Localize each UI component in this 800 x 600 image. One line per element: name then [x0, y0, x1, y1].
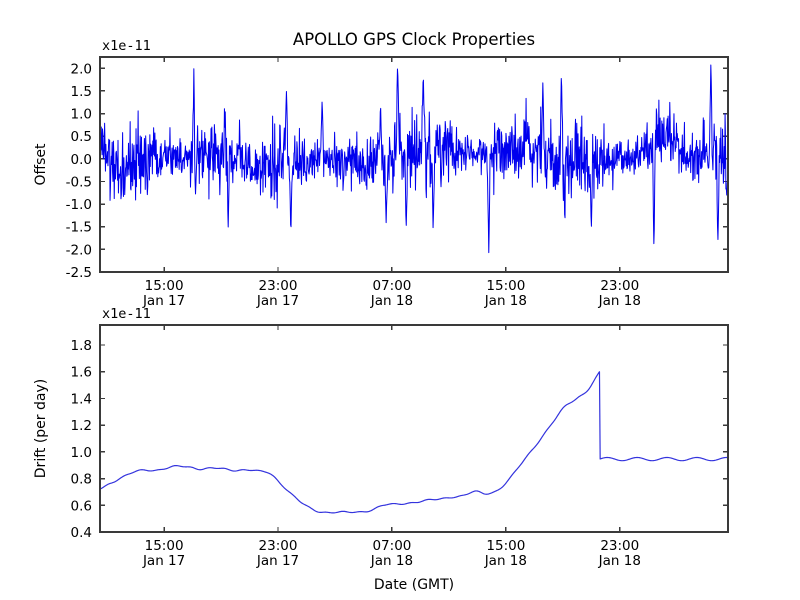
- y-tick-label: 1.5: [71, 84, 92, 100]
- y-tick-label: 0.5: [71, 129, 92, 145]
- y-tick-label: 1.0: [71, 107, 92, 123]
- x-tick-label: 07:00: [372, 278, 411, 294]
- x-tick-sublabel: Jan 18: [370, 293, 413, 309]
- x-axis-label: Date (GMT): [374, 577, 454, 593]
- y-tick-label: 1.8: [71, 338, 92, 354]
- y-axis-label: Offset: [33, 143, 49, 186]
- y-tick-label: 0.6: [71, 498, 92, 514]
- x-tick-sublabel: Jan 18: [484, 553, 527, 569]
- x-tick-label: 15:00: [486, 278, 525, 294]
- x-tick-sublabel: Jan 18: [598, 293, 641, 309]
- x-tick-sublabel: Jan 17: [256, 553, 299, 569]
- y-tick-label: -1.0: [66, 197, 92, 213]
- y-axis-exponent-label: x1e-11: [102, 306, 151, 322]
- x-tick-label: 23:00: [600, 538, 639, 554]
- x-tick-label: 23:00: [259, 538, 298, 554]
- page-title: APOLLO GPS Clock Properties: [293, 30, 535, 49]
- y-tick-label: 0.4: [71, 525, 92, 541]
- y-tick-label: 0.8: [71, 472, 92, 488]
- y-tick-label: 1.6: [71, 365, 92, 381]
- offset-series-line: [101, 64, 727, 254]
- y-tick-label: -1.5: [66, 220, 92, 236]
- y-tick-label: 2.0: [71, 61, 92, 77]
- y-tick-label: 1.4: [71, 391, 92, 407]
- y-tick-label: 0.0: [71, 152, 92, 168]
- drift-series-line: [101, 371, 727, 514]
- x-tick-label: 07:00: [372, 538, 411, 554]
- y-tick-label: -0.5: [66, 174, 92, 190]
- x-tick-label: 15:00: [145, 538, 184, 554]
- y-tick-label: 1.2: [71, 418, 92, 434]
- x-tick-sublabel: Jan 17: [142, 553, 185, 569]
- x-tick-label: 23:00: [600, 278, 639, 294]
- x-tick-sublabel: Jan 18: [598, 553, 641, 569]
- x-tick-sublabel: Jan 18: [484, 293, 527, 309]
- x-tick-sublabel: Jan 18: [370, 553, 413, 569]
- x-tick-label: 15:00: [145, 278, 184, 294]
- x-tick-sublabel: Jan 17: [142, 293, 185, 309]
- plot-frame: [99, 324, 729, 533]
- x-tick-label: 15:00: [486, 538, 525, 554]
- y-tick-label: -2.5: [66, 265, 92, 281]
- y-tick-label: 1.0: [71, 445, 92, 461]
- x-tick-sublabel: Jan 17: [256, 293, 299, 309]
- y-axis-exponent-label: x1e-11: [102, 38, 151, 54]
- x-tick-label: 23:00: [259, 278, 298, 294]
- y-axis-label: Drift (per day): [33, 379, 49, 478]
- y-tick-label: -2.0: [66, 242, 92, 258]
- offset-plot-axes: 2.0 1.5 1.0 0.5 0.0 -0.5 -1.0 -1.5 -2.0 -2.5 15:00…: [33, 38, 729, 309]
